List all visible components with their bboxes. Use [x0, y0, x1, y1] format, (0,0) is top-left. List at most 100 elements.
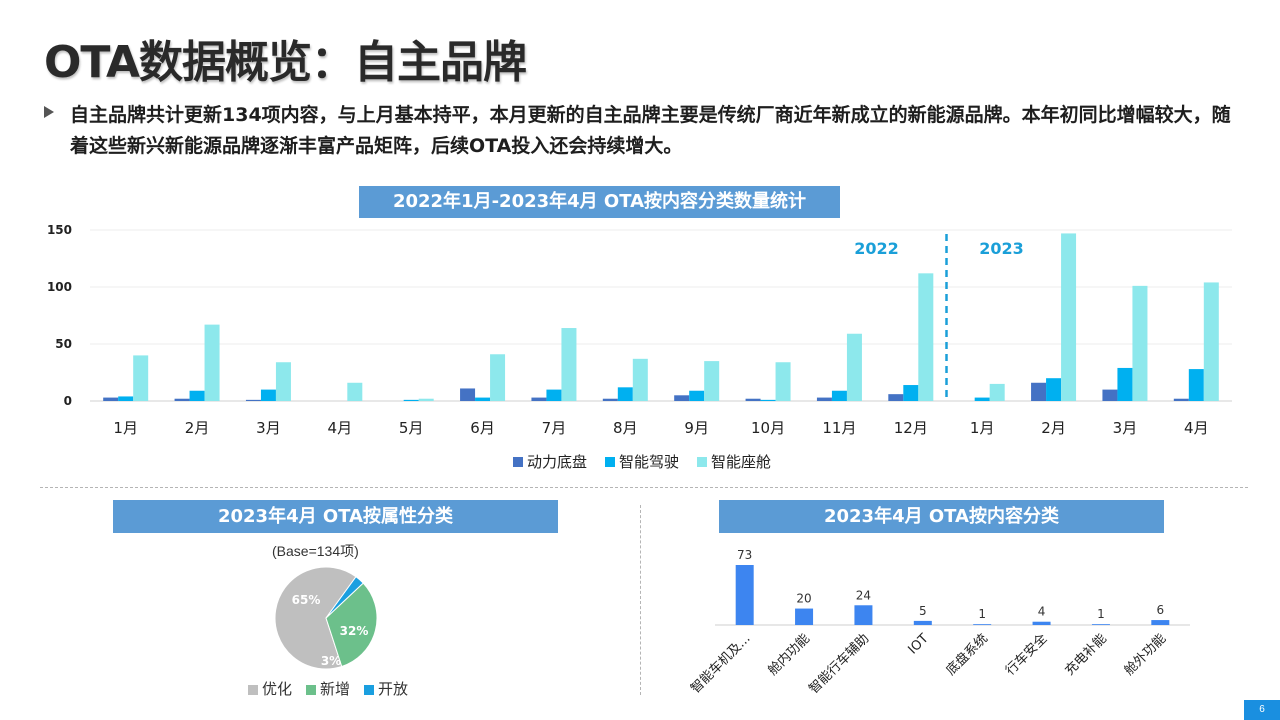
bar-cockpit	[1203, 282, 1219, 401]
y-tick-label: 50	[55, 337, 72, 351]
bar-driving	[760, 399, 776, 401]
attribute-pie-chart: 65% 32% 3%	[274, 566, 378, 670]
x-tick-label: 6月	[470, 419, 495, 437]
pie-legend-label: 新增	[320, 681, 351, 698]
y-tick-label: 100	[47, 280, 72, 294]
bar-driving	[118, 396, 134, 401]
pie-legend-label: 开放	[378, 681, 409, 698]
year-label-2023: 2023	[979, 239, 1024, 258]
category-label: 行车安全	[1002, 631, 1050, 679]
x-tick-label: 2月	[185, 419, 210, 437]
legend-swatch-new	[306, 685, 317, 696]
bar-cockpit	[490, 354, 506, 401]
legend-swatch	[697, 457, 707, 467]
bar-cockpit	[418, 398, 434, 401]
summary-bullet: 自主品牌共计更新134项内容，与上月基本持平，本月更新的自主品牌主要是传统厂商近…	[44, 100, 1244, 162]
bar-value-label: 6	[1156, 603, 1164, 617]
pie-slice-label: 65%	[292, 593, 321, 607]
y-tick-label: 0	[64, 394, 72, 408]
bar-driving	[689, 390, 705, 401]
bar-driving	[974, 397, 990, 401]
x-tick-label: 2月	[1041, 419, 1066, 437]
x-tick-label: 10月	[751, 419, 785, 437]
page-title: OTA数据概览：自主品牌	[44, 37, 527, 88]
content-bar	[1032, 621, 1051, 625]
bar-powertrain	[1031, 382, 1047, 401]
legend-label: 智能驾驶	[619, 453, 679, 471]
bar-driving	[475, 397, 491, 401]
bar-powertrain	[674, 395, 690, 401]
category-label: 充电补能	[1062, 631, 1110, 679]
bar-driving	[260, 389, 276, 401]
legend-label: 动力底盘	[527, 453, 587, 471]
pie-legend-item: 新增	[306, 678, 350, 699]
pie-legend-item: 开放	[364, 678, 408, 699]
bar-cockpit	[1132, 285, 1148, 401]
bar-driving	[403, 399, 419, 401]
pie-slice-1	[325, 582, 378, 668]
bar-value-label: 1	[978, 607, 986, 621]
pie-slice-0	[274, 566, 357, 670]
legend-label: 智能座舱	[711, 453, 771, 471]
year-label-2022: 2022	[854, 239, 899, 258]
x-tick-label: 7月	[542, 419, 567, 437]
bar-cockpit	[632, 358, 648, 401]
triangle-bullet-icon	[44, 106, 54, 118]
bar-powertrain	[460, 388, 476, 401]
x-tick-label: 4月	[1184, 419, 1209, 437]
content-bar	[1091, 624, 1110, 625]
vertical-divider	[640, 505, 641, 695]
bar-cockpit	[347, 382, 363, 401]
content-bar	[735, 565, 754, 625]
bar-powertrain	[1173, 398, 1189, 401]
bar-driving	[617, 387, 633, 401]
x-tick-label: 1月	[970, 419, 995, 437]
y-tick-label: 150	[47, 223, 72, 237]
bar-value-label: 5	[919, 604, 927, 618]
bar-powertrain	[531, 397, 547, 401]
bar-powertrain	[602, 398, 618, 401]
legend-swatch-open	[364, 685, 375, 696]
pie-legend-item: 优化	[248, 678, 292, 699]
summary-text: 自主品牌共计更新134项内容，与上月基本持平，本月更新的自主品牌主要是传统厂商近…	[70, 104, 1231, 157]
bar-driving	[831, 390, 847, 401]
content-bar	[973, 624, 992, 625]
bar-value-label: 24	[856, 588, 871, 602]
bar-cockpit	[275, 362, 291, 401]
bar-value-label: 20	[796, 592, 811, 606]
bar-powertrain	[103, 397, 119, 401]
category-label: 智能车机及...	[690, 631, 754, 697]
legend-swatch	[513, 457, 523, 467]
bar-powertrain	[888, 394, 904, 401]
content-bar	[795, 608, 814, 625]
bar-cockpit	[918, 273, 934, 401]
bar-cockpit	[133, 355, 149, 401]
pie-slice-2	[325, 576, 364, 619]
category-label: 底盘系统	[943, 631, 991, 679]
pie-chart-title: 2023年4月 OTA按属性分类	[113, 500, 558, 533]
bar-driving	[1046, 378, 1062, 401]
x-tick-label: 9月	[684, 419, 709, 437]
legend-swatch	[605, 457, 615, 467]
pie-slice-label: 32%	[340, 624, 369, 638]
bar-driving	[189, 390, 205, 401]
page-number: 6	[1244, 700, 1280, 720]
category-label: 舱外功能	[1122, 631, 1169, 678]
x-tick-label: 3月	[256, 419, 281, 437]
category-label: 舱内功能	[765, 631, 813, 679]
pie-base-note: (Base=134项)	[272, 543, 359, 559]
bar-driving	[1188, 369, 1204, 401]
bar-cockpit	[846, 333, 862, 401]
x-tick-label: 3月	[1113, 419, 1138, 437]
x-tick-label: 1月	[113, 419, 138, 437]
bar-cockpit	[775, 362, 791, 401]
x-tick-label: 5月	[399, 419, 424, 437]
bar-powertrain	[1102, 389, 1118, 401]
bar-value-label: 1	[1097, 607, 1105, 621]
bar-driving	[1117, 367, 1133, 401]
content-category-bar-chart: 73 智能车机及... 20 舱内功能 24 智能行车辅助 5 IOT 1 底盘系统 4 行车安全 1 充…	[690, 548, 1190, 697]
bar-powertrain	[174, 398, 190, 401]
bar-powertrain	[745, 398, 761, 401]
content-bar	[854, 605, 873, 625]
bar-cockpit	[561, 328, 577, 401]
